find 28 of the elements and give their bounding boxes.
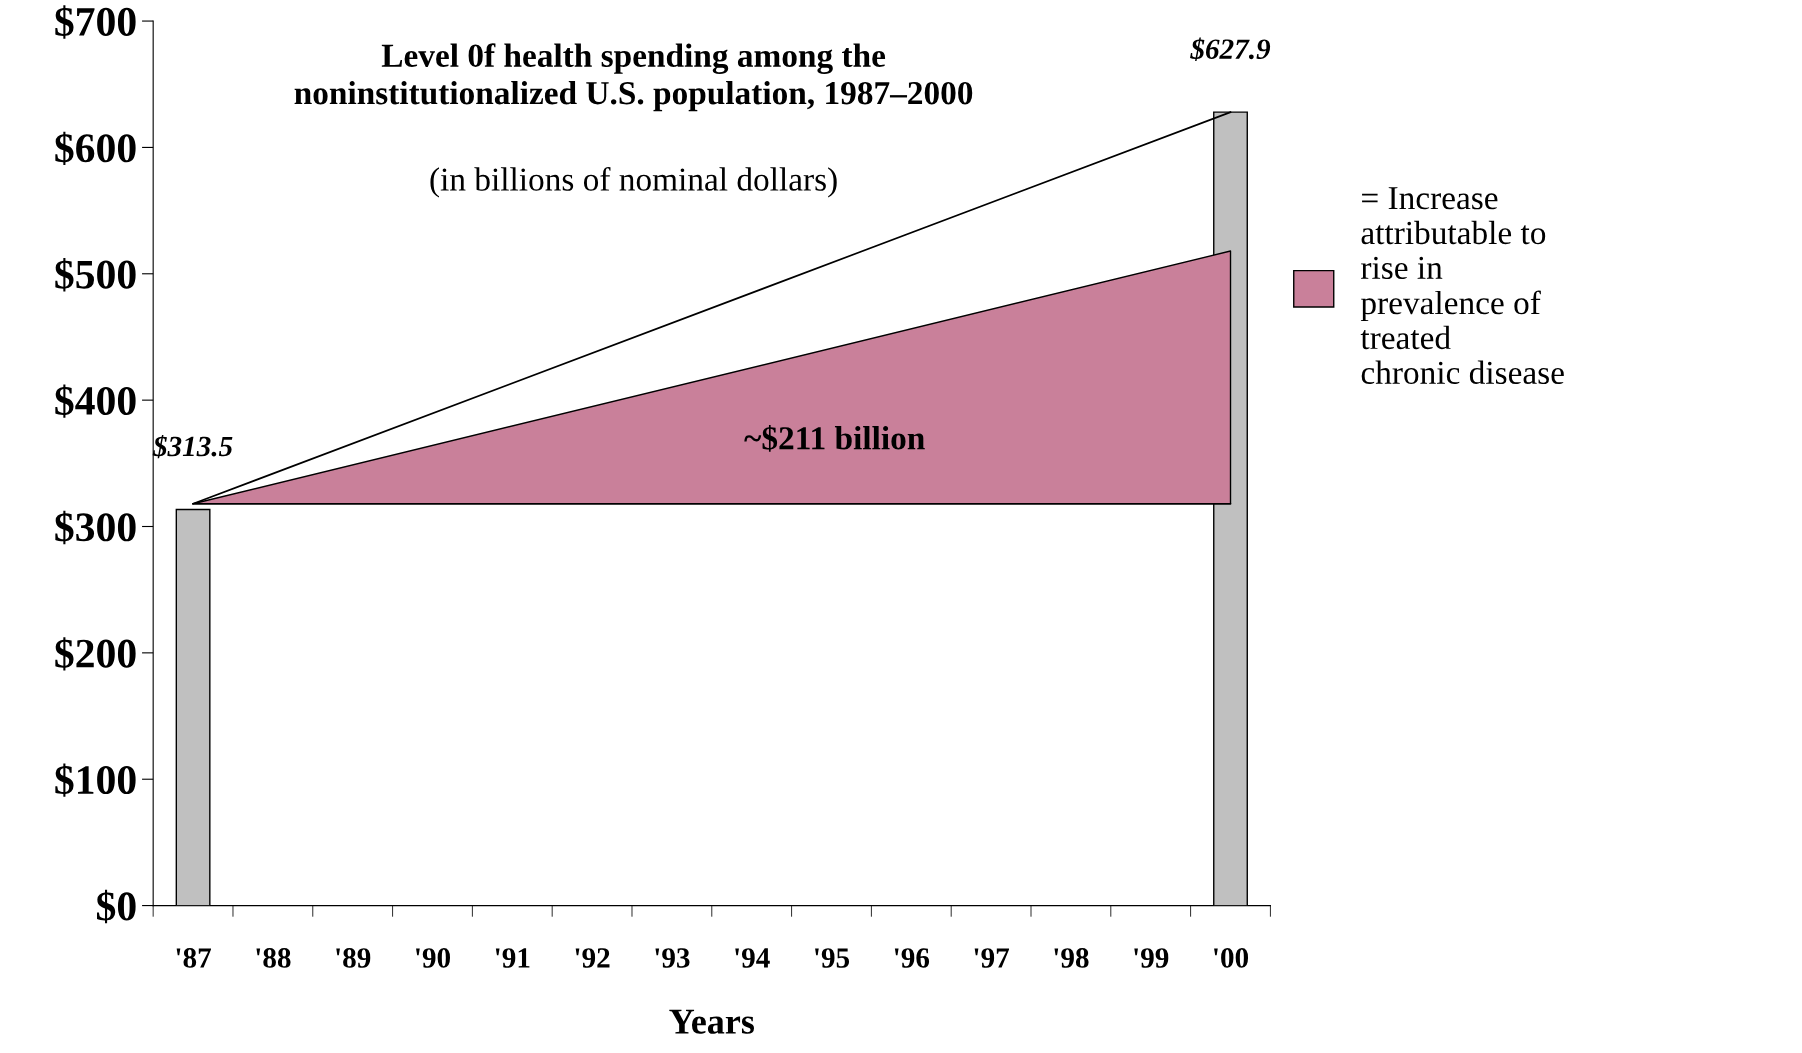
x-tick-label: '87 bbox=[176, 948, 211, 968]
x-tick-label: '95 bbox=[815, 948, 850, 968]
x-tick-label: '88 bbox=[256, 948, 291, 968]
x-tick-label: '97 bbox=[974, 948, 1010, 968]
x-tick-label: '98 bbox=[1054, 948, 1089, 968]
data-label: $627.9 bbox=[1190, 37, 1271, 61]
x-tick-label: '94 bbox=[735, 948, 770, 968]
annotation: ~$211 billion bbox=[744, 425, 925, 452]
text: Level 0f health spending among the noninstitutionalized U.S. population, 1987–2000 bbox=[294, 43, 973, 112]
legend-label: = Increase attributable to rise in prevalence of treated chronic disease bbox=[1360, 187, 1564, 385]
x-tick-label: '89 bbox=[336, 948, 371, 968]
y-tick-label: $100 bbox=[55, 763, 136, 797]
x-tick-label: '96 bbox=[894, 948, 930, 968]
y-tick-label: $300 bbox=[55, 510, 136, 545]
text: (in billions of nominal dollars) bbox=[430, 167, 837, 198]
y-tick-label: $0 bbox=[97, 889, 136, 924]
x-tick-label: '00 bbox=[1214, 948, 1249, 968]
x-tick-label: '91 bbox=[495, 948, 530, 968]
y-tick-label: $200 bbox=[55, 637, 136, 671]
y-tick-label: $700 bbox=[55, 5, 136, 39]
y-tick-label: $600 bbox=[55, 131, 136, 166]
x-tick-label: '90 bbox=[416, 948, 450, 968]
x-tick-label: '92 bbox=[575, 948, 610, 968]
x-tick-label: '99 bbox=[1134, 948, 1169, 968]
x-axis-title: Years bbox=[669, 1009, 755, 1034]
y-tick-label: $500 bbox=[55, 258, 136, 292]
y-tick-label: $400 bbox=[55, 384, 136, 418]
x-tick-label: '93 bbox=[655, 948, 690, 968]
